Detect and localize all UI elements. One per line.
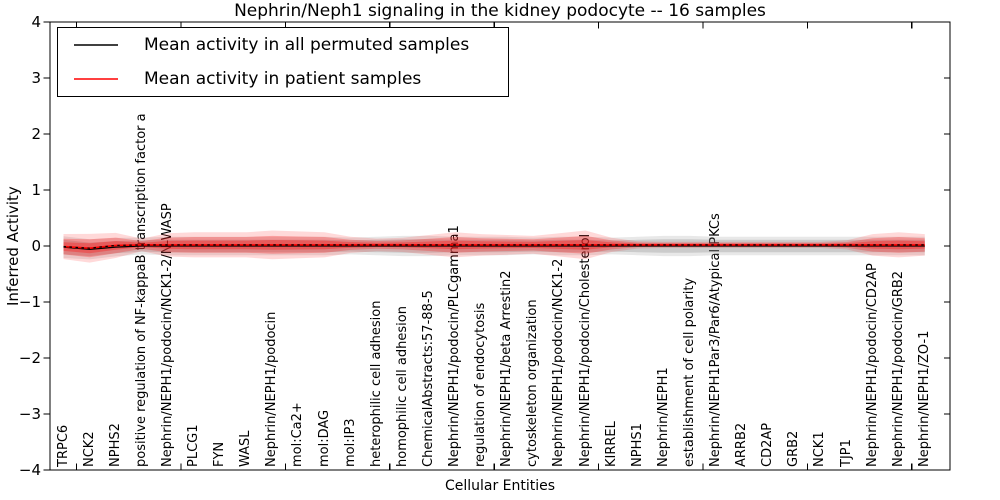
x-tick-label: TJP1 — [838, 439, 854, 467]
x-tick-label: cytoskeleton organization — [525, 299, 541, 467]
x-tick-label: FYN — [212, 441, 228, 467]
x-tick-label: NCK2 — [81, 431, 97, 467]
y-tick-label: −2 — [18, 349, 41, 367]
x-tick-label: ChemicalAbstracts:57-88-5 — [420, 290, 436, 467]
legend-item-permuted: Mean activity in all permuted samples — [58, 28, 508, 62]
y-tick-label: 1 — [31, 181, 41, 199]
x-tick-label: NPHS2 — [107, 423, 123, 467]
y-tick-label: −1 — [18, 293, 41, 311]
x-tick-label: WASL — [238, 430, 254, 467]
x-tick-label: Nephrin/NEPH1/podocin/CD2AP — [864, 263, 880, 467]
x-tick-label: mol:DAG — [316, 409, 332, 467]
x-tick-label: homophilic cell adhesion — [394, 306, 410, 467]
x-tick-label: mol:IP3 — [342, 418, 358, 467]
legend-line-patient-icon — [74, 78, 118, 80]
legend-item-patient: Mean activity in patient samples — [58, 62, 508, 96]
x-tick-label: NCK1 — [812, 431, 828, 467]
x-tick-label: ARRB2 — [734, 422, 750, 467]
x-tick-label: Nephrin/NEPH1Par3/Par6/Atypical PKCs — [708, 213, 723, 467]
x-tick-label: KIRREL — [603, 421, 619, 467]
x-tick-label: PLCG1 — [186, 424, 201, 467]
x-tick-label: NPHS1 — [629, 423, 645, 467]
legend-line-permuted-icon — [74, 44, 118, 46]
y-tick-label: 3 — [31, 69, 41, 87]
y-tick-label: 4 — [31, 13, 41, 31]
y-tick-label: 0 — [31, 237, 41, 255]
x-tick-label: regulation of endocytosis — [473, 302, 489, 467]
chart-title: Nephrin/Neph1 signaling in the kidney po… — [234, 1, 766, 21]
x-tick-label: Nephrin/NEPH1/podocin — [264, 311, 280, 467]
y-axis-label: Inferred Activity — [4, 186, 22, 306]
legend-label-permuted: Mean activity in all permuted samples — [144, 35, 470, 55]
x-tick-label: establishment of cell polarity — [681, 277, 697, 467]
x-tick-label: positive regulation of NF-kappaB transcr… — [133, 113, 149, 467]
x-tick-label: Nephrin/NEPH1/podocin/NCK1-2 — [551, 258, 567, 467]
x-tick-label: Nephrin/NEPH1/podocin/NCK1-2/N-WASP — [159, 203, 175, 467]
x-tick-label: heterophilic cell adhesion — [368, 300, 384, 468]
x-tick-label: Nephrin/NEPH1 — [655, 367, 671, 467]
y-tick-label: −4 — [18, 461, 41, 479]
x-tick-label: Nephrin/NEPH1/podocin/GRB2 — [890, 270, 906, 467]
y-tick-label: 2 — [31, 125, 41, 143]
x-tick-label: GRB2 — [786, 430, 802, 467]
x-tick-label: Nephrin/NEPH1/ZO-1 — [916, 330, 932, 467]
x-tick-label: CD2AP — [760, 422, 776, 467]
y-tick-label: −3 — [18, 405, 41, 423]
legend: Mean activity in all permuted samples Me… — [57, 27, 509, 97]
x-axis-label: Cellular Entities — [444, 478, 556, 494]
x-tick-label: Nephrin/NEPH1/podocin/Cholesterol — [577, 233, 593, 467]
x-tick-label: Nephrin/NEPH1/beta Arrestin2 — [499, 270, 515, 468]
x-tick-label: TRPC6 — [55, 424, 71, 467]
x-tick-label: mol:Ca2+ — [290, 402, 306, 467]
x-tick-label: Nephrin/NEPH1/podocin/PLCgamma1 — [447, 225, 462, 467]
legend-label-patient: Mean activity in patient samples — [144, 69, 422, 89]
